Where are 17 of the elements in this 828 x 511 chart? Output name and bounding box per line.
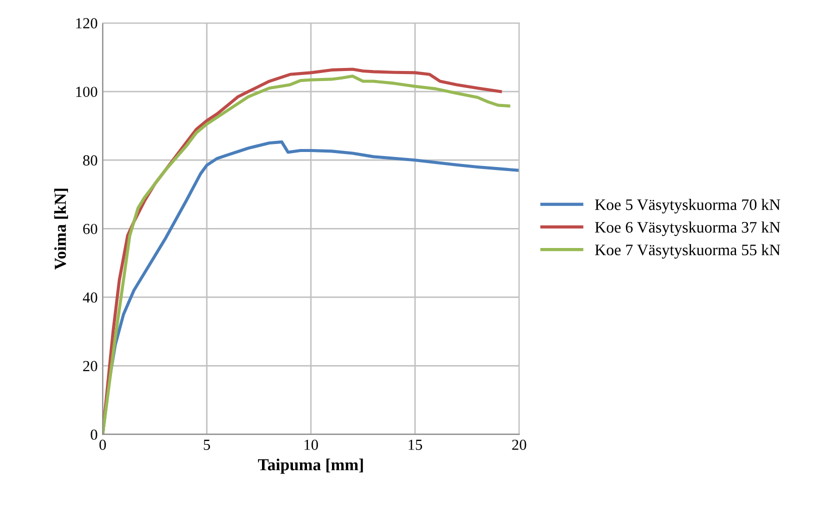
y-tick-label: 0: [90, 429, 98, 440]
x-axis-title: Taipuma [mm]: [258, 458, 363, 474]
y-axis-title: Voima [kN]: [54, 188, 68, 270]
y-tick-label: 120: [76, 18, 98, 28]
y-tick-label: 80: [83, 155, 98, 166]
x-tick-label: 5: [204, 440, 210, 450]
x-tick-label: 10: [304, 440, 318, 450]
legend-label: Koe 7 Väsytyskuorma 55 kN: [595, 244, 780, 259]
legend-label: Koe 5 Väsytyskuorma 70 kN: [595, 198, 780, 214]
x-tick-label: 0: [99, 440, 106, 450]
y-tick-label: 60: [83, 224, 98, 234]
y-tick-label: 40: [82, 292, 98, 303]
y-tick-label: 20: [83, 360, 98, 372]
legend-label: Koe 6 Väsytyskuorma 37 kN: [595, 221, 780, 236]
y-tick-label: 100: [76, 86, 98, 98]
x-tick-label: 20: [512, 440, 526, 450]
x-tick-label: 15: [408, 440, 422, 450]
